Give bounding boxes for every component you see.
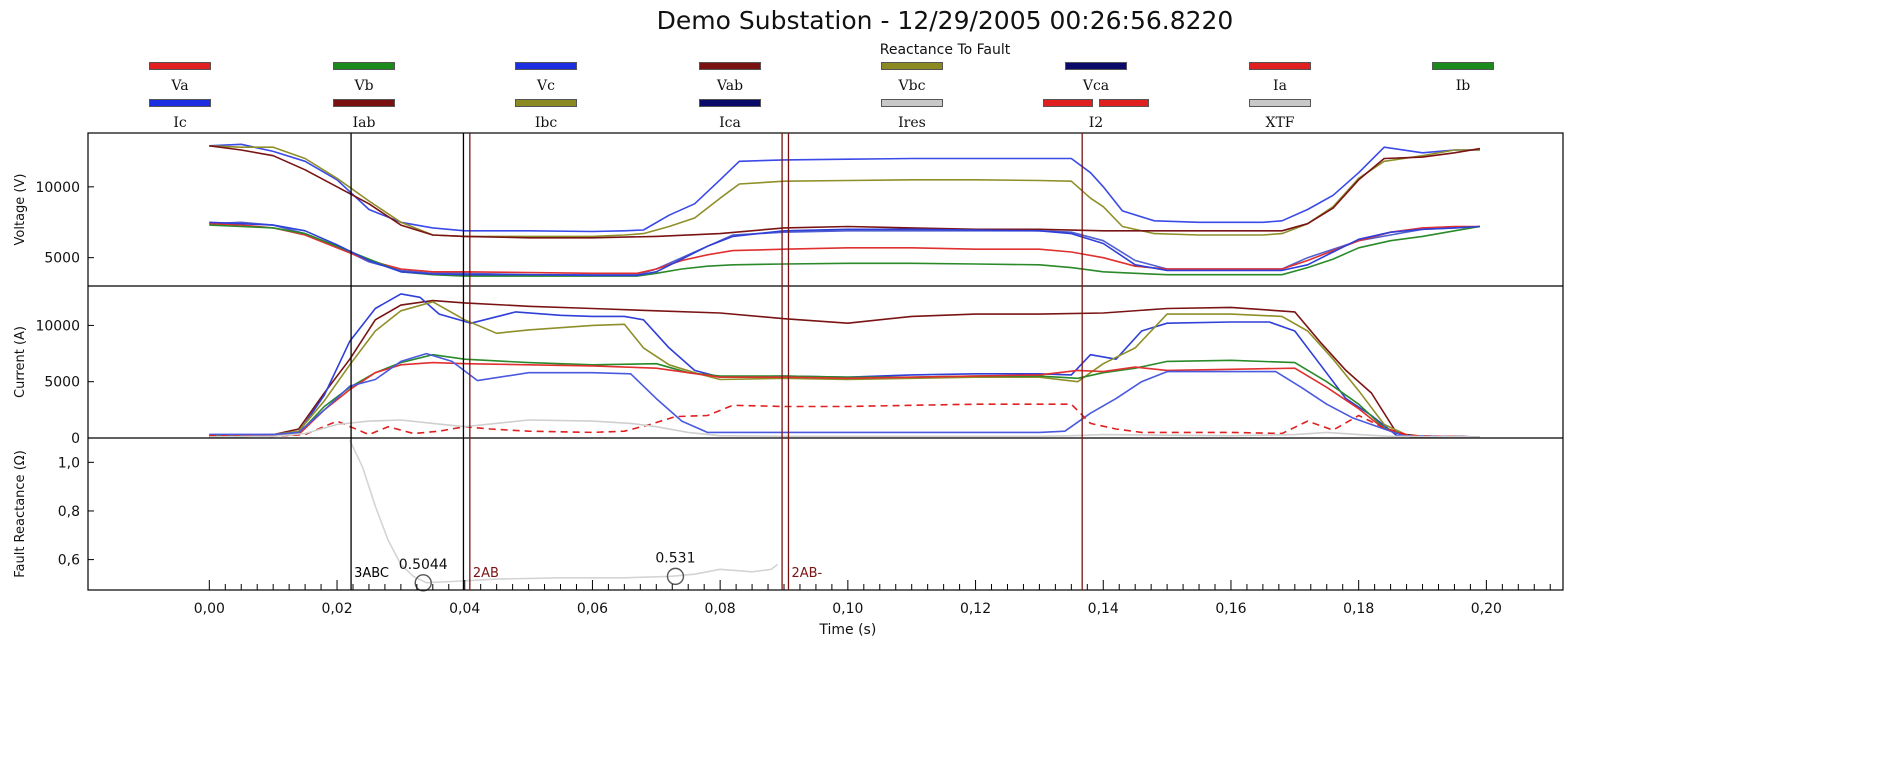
legend-label: Vca (1082, 78, 1110, 94)
legend-label: Ica (719, 115, 741, 131)
legend-label: Va (171, 78, 189, 94)
series-line-xtf (349, 440, 779, 584)
cursor-label: 2AB (473, 566, 499, 581)
measure-marker (666, 567, 685, 586)
x-tick-label: 0,00 (194, 601, 225, 617)
legend-item-vca: Vca (1026, 62, 1166, 94)
legend-label: Ic (173, 115, 187, 131)
y-axis-label: Voltage (V) (13, 174, 28, 246)
legend-item-va: Va (110, 62, 250, 94)
chart-subtitle: Reactance To Fault (879, 42, 1011, 58)
y-tick-label: 0,6 (58, 553, 80, 569)
x-tick-label: 0,04 (449, 601, 480, 617)
legend-swatch (842, 62, 982, 72)
x-tick-label: 0,06 (577, 601, 608, 617)
legend-item-iab: Iab (294, 99, 434, 131)
y-axis-label: Fault Reactance (Ω) (13, 450, 28, 578)
series-line-ires (209, 419, 1481, 438)
series-line-ia (209, 361, 1481, 438)
legend-swatch (294, 62, 434, 72)
legend-label: Vab (716, 78, 744, 94)
series-line-ca (209, 221, 1481, 277)
legend-swatch (1210, 62, 1350, 72)
x-tick-label: 0,20 (1471, 601, 1502, 617)
legend-label: XTF (1265, 115, 1295, 131)
legend-item-ica: Ica (660, 99, 800, 131)
cursor-label: 3ABC (354, 566, 389, 581)
cursor-label: 2AB- (791, 566, 822, 581)
series-line-ib (209, 353, 1481, 438)
plot-frame (87, 132, 1564, 591)
series-line-iab (209, 299, 1481, 438)
legend-swatch (110, 99, 250, 109)
x-tick-label: 0,10 (832, 601, 863, 617)
legend-label: Vbc (898, 78, 926, 94)
panel-2-plot (349, 440, 779, 584)
series-line-ica (209, 352, 1481, 438)
legend-item-xtf: XTF (1210, 99, 1350, 131)
series-line-ibc (209, 301, 1481, 438)
legend-swatch (476, 99, 616, 109)
x-tick-label: 0,02 (321, 601, 352, 617)
y-tick-label: 1,0 (58, 455, 80, 471)
legend-swatch (110, 62, 250, 72)
measure-marker (414, 574, 432, 592)
legend-item-ib: Ib (1393, 62, 1533, 94)
legend-label: Iab (352, 115, 376, 131)
y-tick-label: 0,8 (58, 504, 80, 520)
legend-swatch (1210, 99, 1350, 109)
legend-item-ia: Ia (1210, 62, 1350, 94)
legend-label: Vb (354, 78, 374, 94)
y-tick-label: 10000 (35, 180, 80, 196)
y-tick-label: 0 (71, 431, 80, 447)
x-tick-label: 0,14 (1088, 601, 1119, 617)
legend-label: Vc (537, 78, 555, 94)
legend-swatch (1026, 99, 1166, 109)
legend-swatch (660, 62, 800, 72)
legend-swatch (842, 99, 982, 109)
legend-swatch (660, 99, 800, 109)
legend-swatch (294, 99, 434, 109)
x-tick-label: 0,08 (705, 601, 736, 617)
y-tick-label: 5000 (44, 251, 80, 267)
x-tick-label: 0,16 (1215, 601, 1246, 617)
panel-1-plot (209, 293, 1481, 438)
legend-label: I2 (1088, 115, 1104, 131)
measure-label: 0.531 (655, 550, 695, 566)
x-axis-label: Time (s) (818, 622, 876, 638)
x-tick-label: 0,12 (960, 601, 991, 617)
measure-label: 0.5044 (399, 557, 448, 573)
legend-swatch (1393, 62, 1533, 72)
series-line-vab (209, 145, 1481, 239)
y-axis-label: Current (A) (13, 326, 28, 398)
legend-item-vb: Vb (294, 62, 434, 94)
legend-label: Ib (1455, 78, 1471, 94)
legend-label: Ires (898, 115, 926, 131)
legend-swatch (1026, 62, 1166, 72)
legend-item-ires: Ires (842, 99, 982, 131)
legend-label: Ibc (534, 115, 558, 131)
panel-0-plot (209, 143, 1481, 277)
y-tick-label: 10000 (35, 318, 80, 334)
legend-swatch (476, 62, 616, 72)
legend-item-ibc: Ibc (476, 99, 616, 131)
legend-item-vc: Vc (476, 62, 616, 94)
legend-item-i2: I2 (1026, 99, 1166, 131)
chart-title: Demo Substation - 12/29/2005 00:26:56.82… (656, 6, 1234, 35)
legend-label: Ia (1273, 78, 1287, 94)
x-tick-label: 0,18 (1343, 601, 1374, 617)
y-tick-label: 5000 (44, 375, 80, 391)
legend-item-vbc: Vbc (842, 62, 982, 94)
legend-item-ic: Ic (110, 99, 250, 131)
legend-item-vab: Vab (660, 62, 800, 94)
series-line-vc (209, 143, 1480, 233)
legend: Va Vb Vc Vab Vbc Vca Ia Ib Ic Iab Ibc Ica Ires I2 XTF (0, 62, 1890, 162)
